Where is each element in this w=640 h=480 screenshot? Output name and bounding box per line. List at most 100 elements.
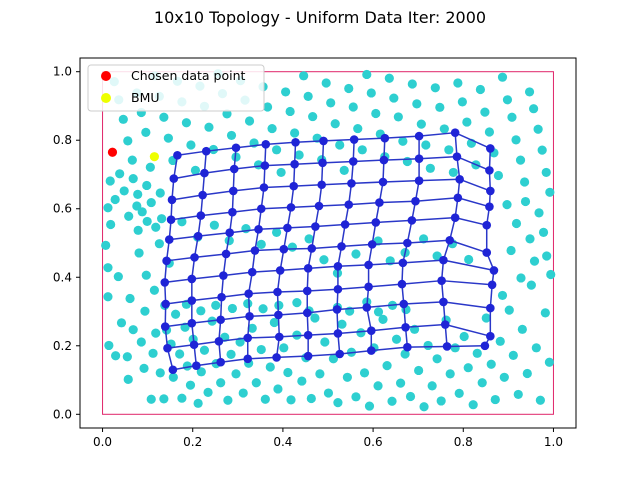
y-tick-label: 0.2 (53, 339, 72, 353)
som-neuron (225, 228, 235, 238)
som-grid-edge (379, 200, 416, 204)
data-point (148, 348, 158, 358)
data-point (279, 343, 289, 353)
som-grid-edge (315, 223, 346, 228)
data-point (326, 98, 336, 108)
data-point (459, 331, 469, 342)
data-point (137, 207, 147, 217)
som-grid-edge (403, 301, 444, 305)
som-grid-edge (375, 219, 412, 224)
som-grid-edge (407, 239, 450, 244)
data-point (292, 298, 302, 308)
som-grid-edge (235, 143, 266, 149)
som-neuron (274, 310, 283, 320)
data-point (159, 394, 169, 404)
som-grid-edge (164, 278, 192, 284)
data-point (407, 79, 417, 89)
som-neuron (187, 296, 197, 305)
som-neuron (302, 286, 312, 296)
som-neuron (244, 289, 253, 299)
som-neuron (366, 346, 376, 355)
data-point (546, 269, 556, 280)
som-grid-edge (345, 221, 376, 226)
data-point (133, 189, 143, 199)
data-point (419, 402, 429, 412)
data-point (475, 84, 486, 95)
data-point (216, 378, 226, 388)
data-point (502, 200, 512, 210)
data-point (535, 395, 545, 405)
som-grid-edge (323, 138, 355, 142)
data-point (308, 111, 318, 122)
som-neuron (229, 186, 238, 196)
som-grid-edge (169, 235, 199, 241)
data-point (321, 78, 331, 88)
data-point (271, 227, 282, 237)
som-neuron (189, 340, 199, 350)
data-point (395, 378, 406, 388)
data-point (127, 155, 137, 165)
som-grid-edge (173, 172, 205, 180)
data-point (226, 130, 237, 141)
data-point (515, 155, 526, 165)
data-point (445, 369, 455, 379)
som-grid-edge (293, 184, 322, 187)
data-point (116, 318, 127, 328)
data-point (133, 225, 143, 235)
highlight-layer (107, 147, 159, 162)
data-point (211, 300, 221, 310)
som-neuron (439, 297, 448, 307)
data-point (105, 176, 115, 186)
som-neuron (303, 264, 313, 273)
data-point (499, 372, 509, 382)
som-neuron (486, 144, 495, 153)
som-neuron (480, 341, 490, 351)
som-neuron (245, 312, 254, 321)
som-neuron (193, 231, 203, 241)
data-point (391, 334, 402, 344)
data-point (155, 188, 165, 198)
som-grid-edge (294, 162, 323, 165)
data-point (258, 304, 268, 314)
data-point (203, 387, 213, 397)
som-neuron (378, 177, 388, 187)
data-point (425, 163, 435, 173)
x-tick-label: 0.4 (273, 435, 292, 449)
som-grid-edge (382, 179, 420, 183)
data-point (525, 234, 535, 244)
som-neuron (411, 196, 420, 206)
data-point (430, 83, 440, 93)
som-neuron (364, 282, 373, 292)
som-neuron (243, 354, 253, 364)
data-point (269, 317, 279, 328)
data-point (251, 378, 261, 388)
som-neuron (337, 242, 346, 251)
som-grid-edge (411, 216, 456, 222)
data-point (344, 83, 354, 94)
som-grid-edge (311, 245, 342, 250)
som-neuron (486, 331, 495, 341)
som-grid-edge (336, 306, 367, 311)
som-grid-edge (443, 259, 495, 272)
som-neuron (455, 174, 464, 184)
x-tick-label: 1.0 (544, 435, 563, 449)
data-point (196, 306, 206, 316)
som-grid-edge (229, 228, 259, 234)
som-grid-edge (354, 137, 385, 141)
data-point (149, 285, 159, 295)
som-grid-edge (318, 203, 349, 207)
som-neuron (260, 161, 270, 170)
data-point (155, 368, 165, 378)
som-neuron (437, 276, 446, 285)
data-point (123, 136, 133, 146)
som-neuron (164, 235, 174, 244)
x-tick-label: 0.6 (364, 435, 383, 449)
som-grid-edge (254, 248, 284, 252)
data-point (542, 251, 552, 261)
som-neuron (442, 342, 452, 351)
data-point (330, 119, 340, 129)
som-grid-edge (419, 155, 458, 160)
som-grid-edge (221, 292, 249, 298)
data-point (256, 344, 266, 355)
y-tick-label: 0.8 (53, 133, 72, 147)
